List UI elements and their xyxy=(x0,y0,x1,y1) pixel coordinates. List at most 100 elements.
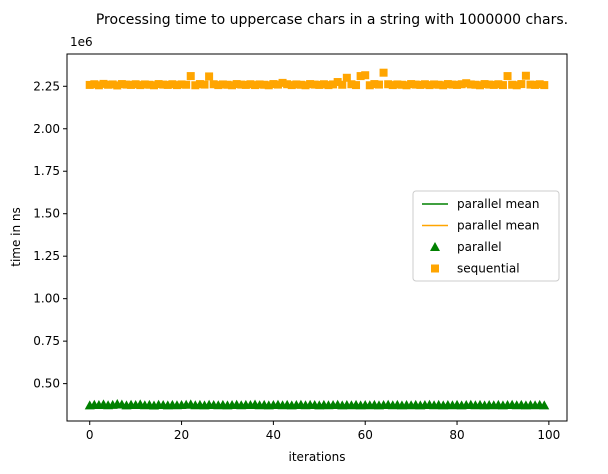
data-point-sequential xyxy=(434,80,443,89)
data-point-sequential xyxy=(503,72,512,81)
data-point-sequential xyxy=(535,80,544,89)
data-point-sequential xyxy=(379,68,388,77)
y-axis: 0.50 0.75 1.00 1.25 1.50 1.75 2.00 2.25 xyxy=(33,79,67,391)
y-tick-label: 1.25 xyxy=(33,249,60,263)
data-point-sequential xyxy=(462,79,471,88)
data-point-sequential xyxy=(260,80,269,89)
data-point-sequential xyxy=(485,80,494,89)
data-point-sequential xyxy=(329,80,338,89)
data-point-sequential xyxy=(480,80,489,89)
legend-label: parallel mean xyxy=(457,219,540,233)
data-point-sequential xyxy=(214,81,223,90)
data-point-sequential xyxy=(168,80,177,89)
data-point-sequential xyxy=(508,80,517,89)
data-point-sequential xyxy=(237,80,246,89)
data-point-sequential xyxy=(494,80,503,89)
data-point-sequential xyxy=(411,80,420,89)
data-point-sequential xyxy=(150,81,159,90)
legend-swatch-triangle xyxy=(430,242,440,251)
data-point-sequential xyxy=(407,80,416,89)
data-point-sequential xyxy=(531,80,540,89)
data-point-sequential xyxy=(172,81,181,90)
data-point-sequential xyxy=(333,78,342,87)
data-point-sequential xyxy=(154,80,163,89)
data-point-sequential xyxy=(471,80,480,89)
data-point-sequential xyxy=(113,81,122,90)
legend-label: sequential xyxy=(457,262,520,276)
legend-swatch-square xyxy=(431,264,439,273)
data-point-sequential xyxy=(384,80,393,89)
data-point-sequential xyxy=(540,81,549,90)
data-point-sequential xyxy=(200,80,209,89)
data-point-sequential xyxy=(425,81,434,90)
data-point-sequential xyxy=(255,80,264,89)
data-point-sequential xyxy=(347,80,356,89)
data-point-sequential xyxy=(223,80,232,89)
data-point-sequential xyxy=(218,80,227,89)
data-point-sequential xyxy=(264,81,273,90)
data-point-sequential xyxy=(466,80,475,89)
legend: parallel mean parallel mean parallel sequen… xyxy=(412,190,560,282)
x-tick-label: 40 xyxy=(266,428,281,442)
data-point-sequential xyxy=(191,81,200,90)
data-point-sequential xyxy=(251,81,260,90)
legend-box xyxy=(412,190,560,282)
data-point-sequential xyxy=(306,80,315,89)
data-point-sequential xyxy=(416,80,425,89)
y-tick-label: 1.75 xyxy=(33,164,60,178)
data-point-sequential xyxy=(443,80,452,89)
data-point-sequential xyxy=(122,80,131,89)
y-tick-label: 1.00 xyxy=(33,292,60,306)
data-point-sequential xyxy=(90,80,99,89)
data-point-sequential xyxy=(365,81,374,90)
data-point-sequential xyxy=(287,81,296,90)
y-tick-label: 0.50 xyxy=(33,377,60,391)
data-point-sequential xyxy=(182,80,191,89)
y-axis-label: time in ns xyxy=(9,207,23,267)
series-parallel xyxy=(84,399,550,410)
data-point-sequential xyxy=(397,80,406,89)
data-point-sequential xyxy=(117,80,126,89)
data-point-sequential xyxy=(370,80,379,89)
data-point-sequential xyxy=(108,80,117,89)
x-tick-label: 20 xyxy=(174,428,189,442)
data-point-sequential xyxy=(319,80,328,89)
x-tick-label: 80 xyxy=(449,428,464,442)
data-point-sequential xyxy=(361,71,370,80)
data-point-sequential xyxy=(393,80,402,89)
data-point-sequential xyxy=(136,81,145,90)
chart-title: Processing time to uppercase chars in a … xyxy=(96,12,568,28)
data-point-sequential xyxy=(352,81,361,90)
data-point-sequential xyxy=(388,81,397,90)
data-point-sequential xyxy=(448,80,457,89)
data-point-sequential xyxy=(439,81,448,90)
x-axis: 0 20 40 60 80 100 xyxy=(86,421,560,442)
data-point-sequential xyxy=(94,81,103,90)
plot-area xyxy=(84,68,550,410)
data-point-sequential xyxy=(310,80,319,89)
x-axis-label: iterations xyxy=(289,450,346,464)
data-point-sequential xyxy=(159,80,168,89)
y-tick-label: 1.50 xyxy=(33,207,60,221)
data-point-sequential xyxy=(140,80,149,89)
data-point-sequential xyxy=(283,80,292,89)
data-point-sequential xyxy=(205,72,214,81)
data-point-sequential xyxy=(517,80,526,89)
data-point-sequential xyxy=(177,80,186,89)
data-point-sequential xyxy=(246,80,255,89)
data-point-sequential xyxy=(521,71,530,80)
legend-label: parallel mean xyxy=(457,197,540,211)
data-point-sequential xyxy=(374,80,383,89)
y-tick-label: 0.75 xyxy=(33,334,60,348)
data-point-sequential xyxy=(420,80,429,89)
data-point-sequential xyxy=(356,72,365,81)
data-point-sequential xyxy=(273,80,282,89)
data-point-sequential xyxy=(127,80,136,89)
data-point-sequential xyxy=(269,80,278,89)
data-point-sequential xyxy=(278,78,287,87)
data-point-sequential xyxy=(296,80,305,89)
data-point-sequential xyxy=(232,80,241,89)
data-point-sequential xyxy=(85,80,94,89)
y-offset-label: 1e6 xyxy=(70,35,93,49)
